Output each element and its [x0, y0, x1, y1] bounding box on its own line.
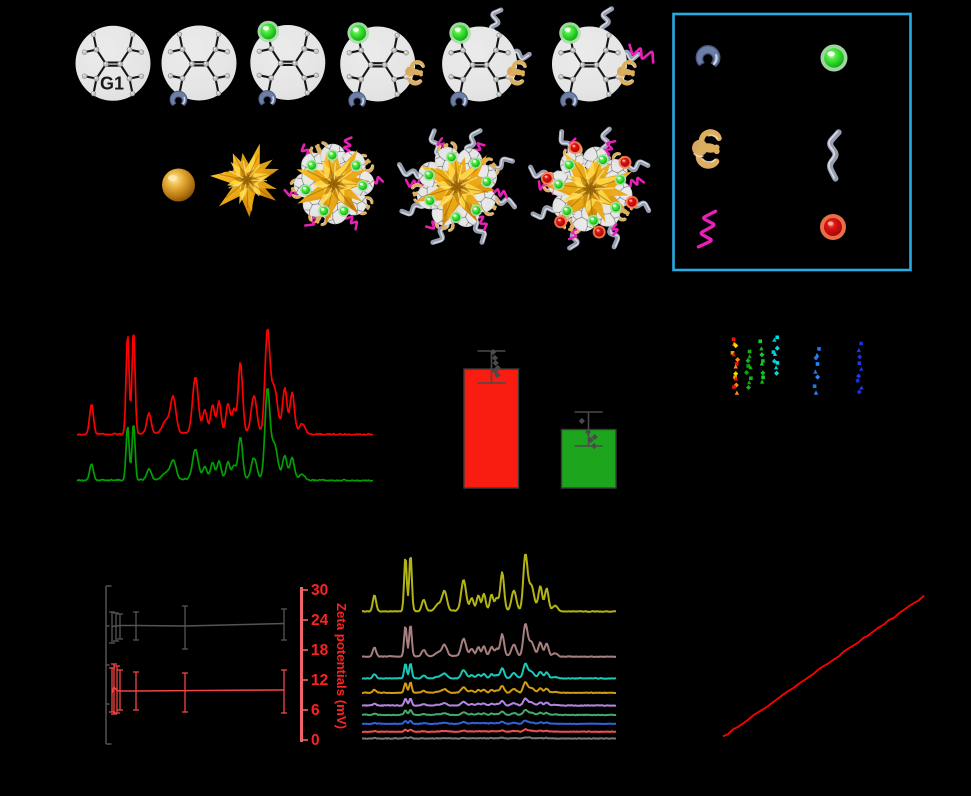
- svg-text:G1: G1: [100, 73, 124, 93]
- svg-text:30: 30: [311, 582, 328, 599]
- svg-text:24: 24: [311, 612, 329, 629]
- svg-text:12: 12: [311, 672, 328, 689]
- svg-text:6: 6: [311, 702, 320, 719]
- svg-text:Zeta potentials (mV): Zeta potentials (mV): [334, 603, 349, 729]
- svg-text:0: 0: [311, 732, 320, 749]
- svg-text:18: 18: [311, 642, 329, 659]
